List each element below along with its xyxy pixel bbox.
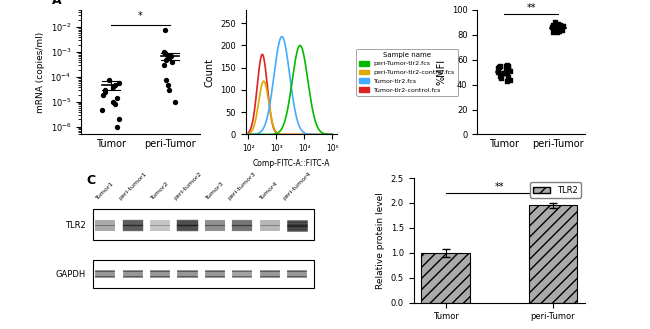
Text: **: ** [526,3,536,13]
Point [500,67,511,72]
Point [112,124,122,130]
Point [495,73,506,79]
Point [547,22,558,27]
Text: peri-tumor3: peri-tumor3 [227,170,257,200]
Point [161,77,172,82]
Point [99,89,110,95]
Point [503,66,514,71]
Point [162,82,173,87]
Text: peri-tumor2: peri-tumor2 [172,170,203,200]
Y-axis label: %MFI: %MFI [436,59,446,85]
Point [493,69,503,75]
Point [159,63,169,68]
Point [553,23,564,29]
Bar [421,253,470,303]
Point [167,60,177,65]
Point [500,63,511,68]
Point [165,53,176,59]
X-axis label: Comp-FITC-A::FITC-A: Comp-FITC-A::FITC-A [253,159,330,168]
Y-axis label: mRNA (copies/ml): mRNA (copies/ml) [36,32,45,113]
Point [112,95,123,100]
Point [502,78,512,84]
Point [557,25,567,30]
Point [549,25,560,30]
Point [499,71,510,76]
Text: **: ** [495,182,504,192]
Point [114,117,124,122]
Text: peri-tumor4: peri-tumor4 [282,170,312,200]
Point [558,23,569,29]
Point [502,62,512,67]
Text: C: C [86,174,95,187]
Point [501,67,512,72]
Point [552,30,562,35]
Point [554,22,565,27]
Text: A: A [51,0,61,7]
Point [504,77,515,82]
Point [505,68,515,74]
Legend: peri-Tumor-tlr2.fcs, peri-Tumor-tlr2-control.fcs, Tumor-tlr2.fcs, Tumor-tlr2-con: peri-Tumor-tlr2.fcs, peri-Tumor-tlr2-con… [356,49,458,96]
Point [502,63,513,68]
Point [555,26,566,31]
Point [551,26,561,31]
Point [499,71,510,76]
Point [107,99,118,105]
Bar [93,209,314,240]
Point [547,25,558,30]
Text: Tumor2: Tumor2 [150,180,170,200]
Point [551,26,562,31]
Point [109,102,120,107]
Point [97,107,107,112]
Point [548,25,558,30]
Point [555,27,566,33]
Point [159,51,170,56]
Point [495,72,506,77]
Text: TLR2: TLR2 [65,221,86,230]
Point [554,27,565,33]
Point [553,21,564,26]
Text: GAPDH: GAPDH [56,269,86,279]
Y-axis label: Relative protein level: Relative protein level [376,192,385,289]
Y-axis label: Count: Count [205,58,214,87]
Point [554,28,564,34]
Point [497,76,507,81]
Point [553,28,564,34]
Point [160,27,170,32]
Point [114,80,124,85]
Point [554,26,565,31]
Point [493,64,504,70]
Text: peri-tumor1: peri-tumor1 [118,170,148,200]
Text: *: * [138,11,143,21]
Point [161,57,172,62]
Point [103,77,114,82]
Point [164,88,175,93]
Bar [529,206,577,303]
Point [107,85,118,90]
Point [557,23,567,29]
Point [502,75,513,80]
Point [170,99,181,105]
Point [99,88,110,93]
Text: Tumor4: Tumor4 [259,180,280,200]
Point [552,28,562,34]
Point [557,27,567,33]
Point [110,82,120,87]
Point [161,52,172,57]
Point [548,30,558,35]
Legend: TLR2: TLR2 [530,182,581,198]
Point [159,50,170,55]
Point [502,69,513,75]
Text: Tumor3: Tumor3 [205,180,225,200]
Point [551,20,561,25]
Point [493,66,503,71]
Bar [93,260,314,288]
Point [495,63,505,68]
Point [98,92,109,97]
Text: Tumor1: Tumor1 [95,180,115,200]
Point [164,55,174,60]
